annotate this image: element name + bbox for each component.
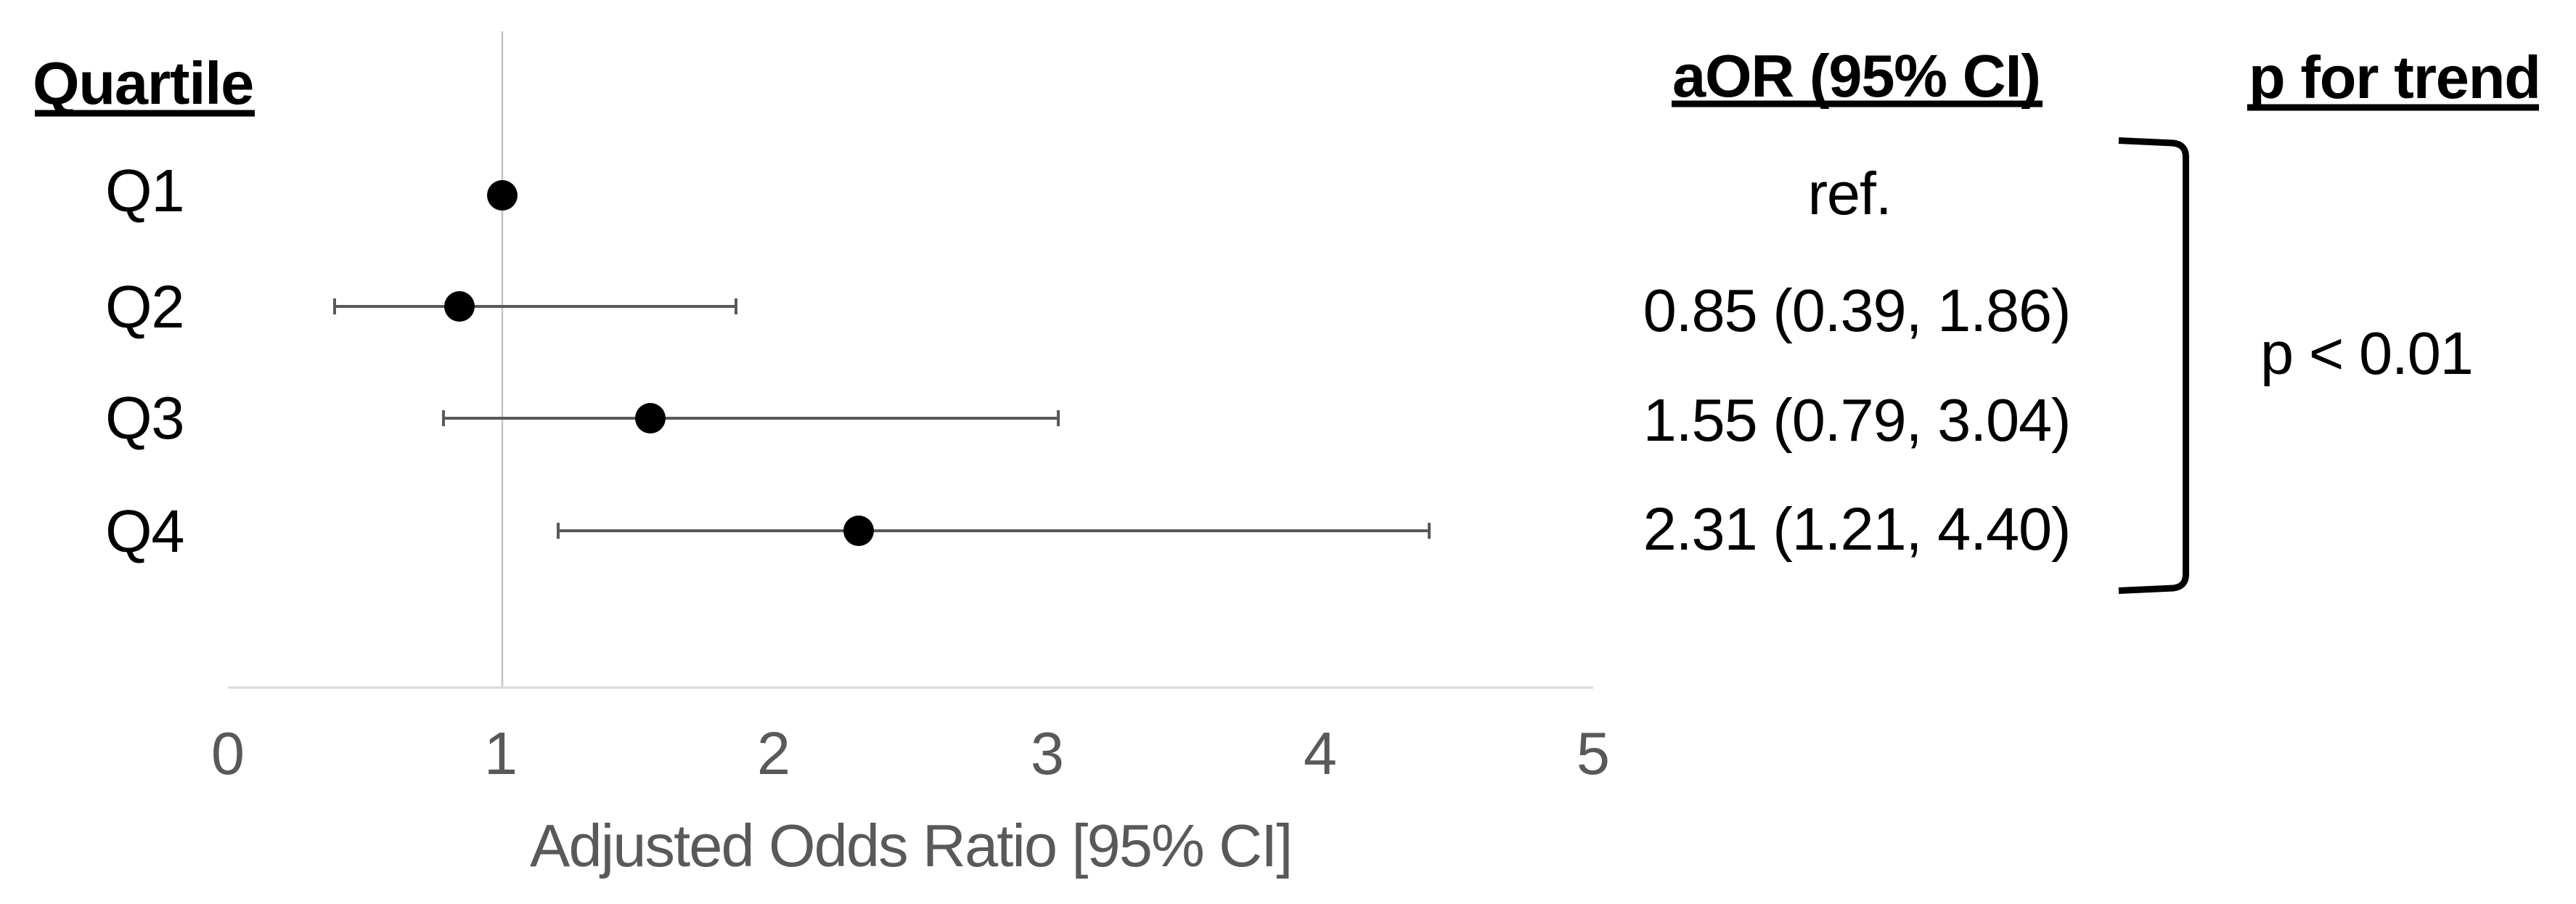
svg-text:2.31 (1.21, 4.40): 2.31 (1.21, 4.40) bbox=[1643, 495, 2071, 563]
svg-text:ref.: ref. bbox=[1807, 160, 1891, 227]
svg-text:0: 0 bbox=[211, 720, 245, 787]
svg-text:1: 1 bbox=[484, 720, 518, 787]
svg-text:Adjusted Odds Ratio [95% CI]: Adjusted Odds Ratio [95% CI] bbox=[530, 812, 1291, 879]
svg-text:4: 4 bbox=[1304, 720, 1337, 787]
svg-text:Q4: Q4 bbox=[105, 497, 184, 565]
svg-text:5: 5 bbox=[1577, 720, 1610, 787]
svg-text:3: 3 bbox=[1031, 720, 1064, 787]
svg-text:2: 2 bbox=[757, 720, 790, 787]
svg-text:p for trend: p for trend bbox=[2249, 44, 2540, 111]
svg-text:1.55 (0.79, 3.04): 1.55 (0.79, 3.04) bbox=[1643, 386, 2071, 454]
svg-text:aOR (95% CI): aOR (95% CI) bbox=[1672, 42, 2040, 110]
svg-text:Q3: Q3 bbox=[105, 384, 184, 452]
svg-text:p < 0.01: p < 0.01 bbox=[2260, 319, 2473, 387]
svg-text:0.85 (0.39, 1.86): 0.85 (0.39, 1.86) bbox=[1643, 277, 2071, 344]
svg-text:Quartile: Quartile bbox=[33, 49, 253, 117]
svg-text:Q1: Q1 bbox=[105, 157, 184, 224]
svg-text:Q2: Q2 bbox=[105, 273, 184, 341]
